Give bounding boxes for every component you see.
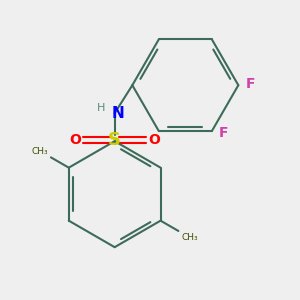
Text: CH₃: CH₃ bbox=[31, 147, 48, 156]
Text: F: F bbox=[246, 77, 255, 91]
Text: O: O bbox=[148, 133, 160, 147]
Text: H: H bbox=[97, 103, 106, 113]
Text: S: S bbox=[108, 131, 121, 149]
Text: F: F bbox=[219, 126, 229, 140]
Text: CH₃: CH₃ bbox=[182, 233, 198, 242]
Text: N: N bbox=[111, 106, 124, 121]
Text: O: O bbox=[69, 133, 81, 147]
